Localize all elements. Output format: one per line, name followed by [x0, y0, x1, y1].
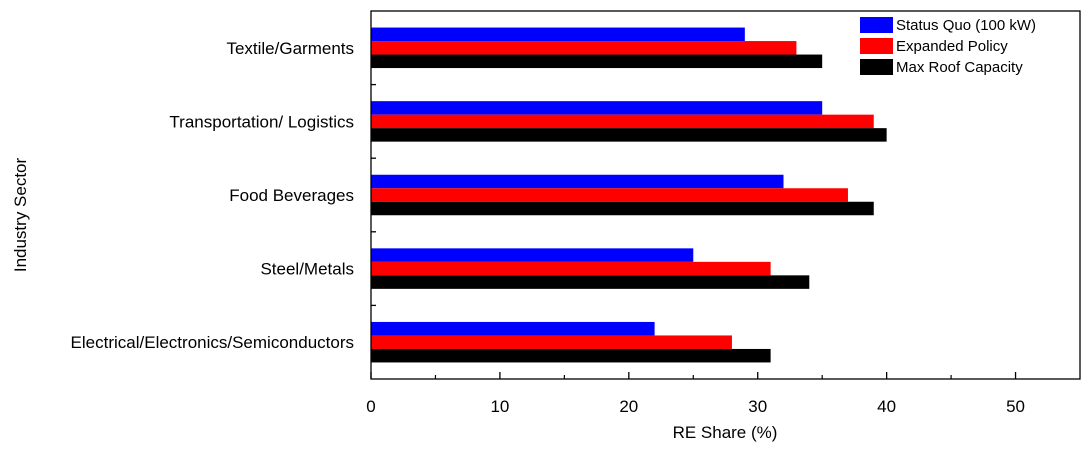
- y-axis-title: Industry Sector: [11, 157, 30, 272]
- legend-label-1: Status Quo (100 kW): [896, 17, 1036, 34]
- bar-3-5: [371, 348, 771, 363]
- bar-1-2: [371, 101, 823, 115]
- legend-swatch-1: [860, 17, 893, 33]
- x-tick-label-2: 10: [490, 397, 509, 416]
- y-tick-label-3: Food Beverages: [229, 186, 354, 205]
- y-tick-label-5: Electrical/Electronics/Semiconductors: [71, 333, 354, 352]
- y-tick-label-2: Transportation/ Logistics: [169, 112, 354, 131]
- legend-label-3: Max Roof Capacity: [896, 59, 1023, 76]
- bar-1-4: [371, 248, 694, 262]
- x-tick-label-5: 40: [877, 397, 896, 416]
- x-axis-title: RE Share (%): [673, 423, 778, 442]
- x-tick-label-4: 30: [748, 397, 767, 416]
- legend-label-2: Expanded Policy: [896, 38, 1008, 55]
- x-tick-label-6: 50: [1006, 397, 1025, 416]
- x-tick-label-3: 20: [619, 397, 638, 416]
- bar-1-1: [371, 27, 745, 42]
- legend-swatch-3: [860, 59, 893, 75]
- bar-1-3: [371, 174, 784, 189]
- y-tick-label-1: Textile/Garments: [226, 39, 354, 58]
- axis-layer: Textile/Garments Transportation/ Logistic…: [71, 39, 1025, 416]
- bar-2-3: [371, 188, 848, 202]
- y-tick-label-4: Steel/Metals: [260, 260, 354, 279]
- x-tick-label-1: 0: [366, 397, 375, 416]
- bar-3-4: [371, 275, 810, 289]
- bar-2-4: [371, 261, 771, 276]
- legend-swatch-2: [860, 38, 893, 54]
- bar-3-3: [371, 201, 874, 216]
- bar-2-5: [371, 335, 732, 349]
- bar-2-2: [371, 114, 874, 129]
- bar-3-2: [371, 128, 887, 142]
- bar-3-1: [371, 54, 823, 69]
- plot-area-frame: [370, 10, 1081, 380]
- bar-2-1: [371, 41, 797, 55]
- bar-1-5: [371, 321, 655, 336]
- legend: Status Quo (100 kW) Expanded Policy Max Ro…: [860, 17, 1036, 76]
- bars-layer: [371, 27, 887, 363]
